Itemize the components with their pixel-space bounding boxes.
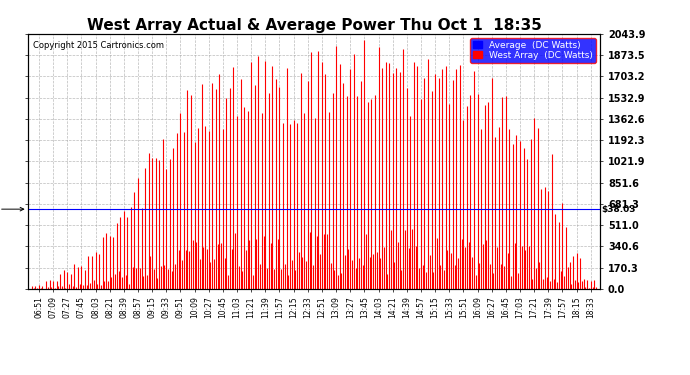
Text: Copyright 2015 Cartronics.com: Copyright 2015 Cartronics.com: [33, 41, 164, 50]
Title: West Array Actual & Average Power Thu Oct 1  18:35: West Array Actual & Average Power Thu Oc…: [86, 18, 542, 33]
Text: 638.03: 638.03: [0, 205, 23, 214]
Text: $38.03: $38.03: [602, 205, 636, 214]
Legend: Average  (DC Watts), West Array  (DC Watts): Average (DC Watts), West Array (DC Watts…: [471, 38, 595, 63]
